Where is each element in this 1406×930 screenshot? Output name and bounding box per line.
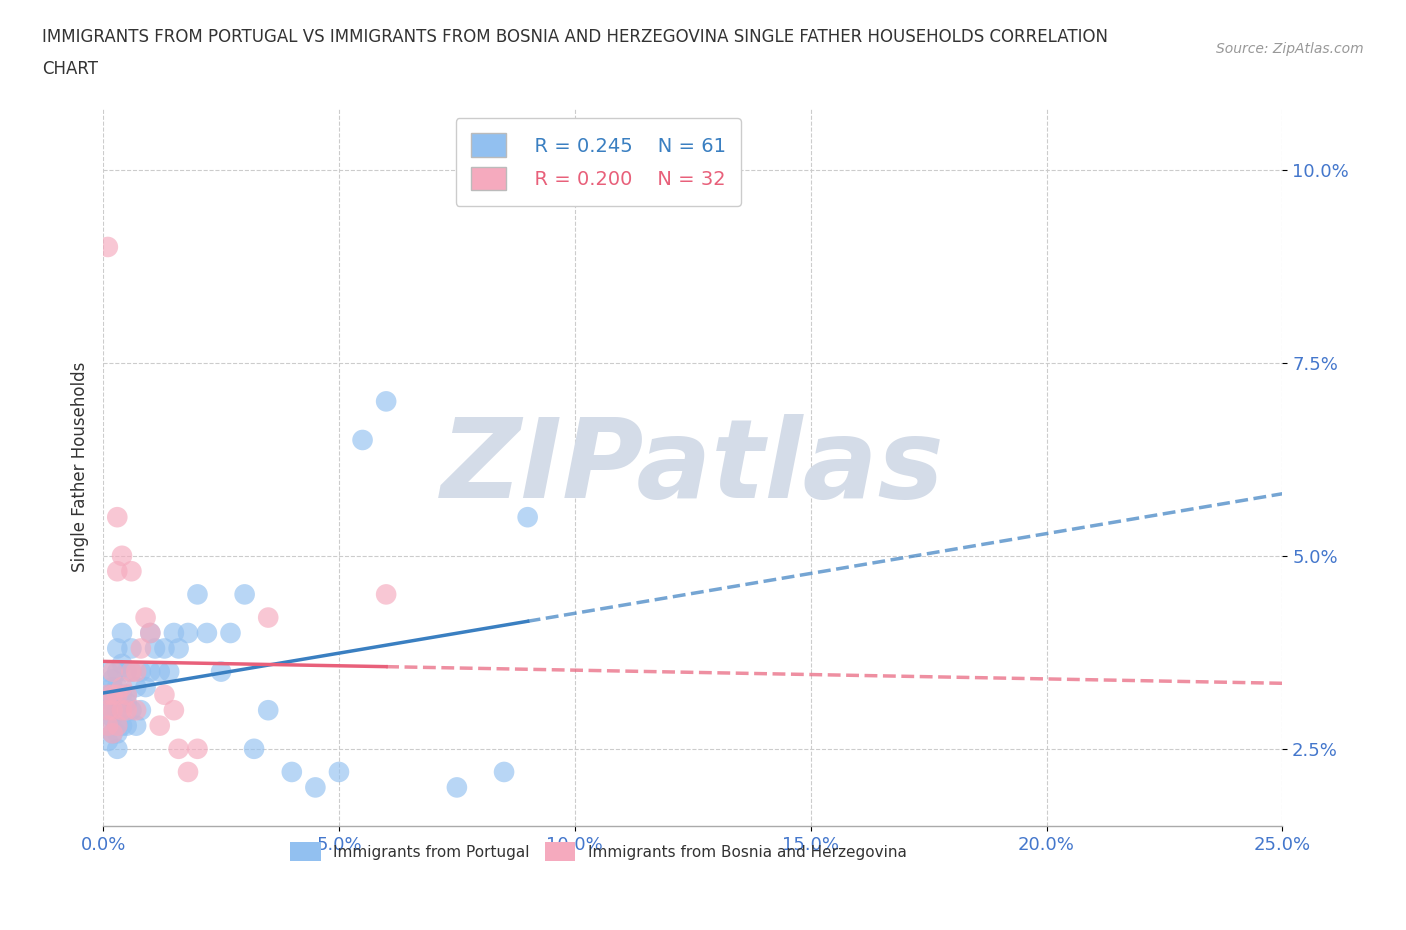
Point xyxy=(111,549,134,564)
Point xyxy=(101,711,124,725)
Point xyxy=(219,626,242,641)
Text: CHART: CHART xyxy=(42,60,98,78)
Point xyxy=(111,680,134,695)
Point xyxy=(516,510,538,525)
Point xyxy=(105,641,128,656)
Point xyxy=(129,703,152,718)
Point xyxy=(120,703,142,718)
Point xyxy=(111,718,134,733)
Point xyxy=(257,703,280,718)
Point xyxy=(97,718,120,733)
Point xyxy=(186,741,208,756)
Point xyxy=(243,741,266,756)
Point xyxy=(304,780,326,795)
Point xyxy=(97,687,120,702)
Point xyxy=(281,764,304,779)
Point xyxy=(101,695,124,710)
Point xyxy=(115,664,138,679)
Point xyxy=(101,680,124,695)
Point xyxy=(115,718,138,733)
Point xyxy=(446,780,468,795)
Point xyxy=(115,687,138,702)
Point xyxy=(105,687,128,702)
Point xyxy=(120,664,142,679)
Point xyxy=(97,734,120,749)
Text: IMMIGRANTS FROM PORTUGAL VS IMMIGRANTS FROM BOSNIA AND HERZEGOVINA SINGLE FATHER: IMMIGRANTS FROM PORTUGAL VS IMMIGRANTS F… xyxy=(42,28,1108,46)
Text: Source: ZipAtlas.com: Source: ZipAtlas.com xyxy=(1216,42,1364,56)
Point xyxy=(111,687,134,702)
Point xyxy=(375,587,398,602)
Point xyxy=(177,764,200,779)
Point xyxy=(105,510,128,525)
Point xyxy=(111,626,134,641)
Point xyxy=(105,703,128,718)
Point xyxy=(101,703,124,718)
Point xyxy=(115,695,138,710)
Point xyxy=(97,718,120,733)
Y-axis label: Single Father Households: Single Father Households xyxy=(72,362,89,572)
Point xyxy=(105,718,128,733)
Point xyxy=(105,687,128,702)
Point xyxy=(105,718,128,733)
Point xyxy=(139,664,162,679)
Point xyxy=(135,610,157,625)
Point xyxy=(375,394,398,409)
Point xyxy=(139,626,162,641)
Point xyxy=(111,703,134,718)
Point xyxy=(233,587,256,602)
Point xyxy=(105,664,128,679)
Point xyxy=(177,626,200,641)
Point xyxy=(111,657,134,671)
Point xyxy=(125,664,148,679)
Point xyxy=(120,564,142,578)
Point xyxy=(97,703,120,718)
Point xyxy=(167,641,190,656)
Point xyxy=(149,718,172,733)
Point xyxy=(105,564,128,578)
Point xyxy=(97,240,120,255)
Point xyxy=(163,626,186,641)
Point xyxy=(153,687,176,702)
Point xyxy=(143,641,166,656)
Text: ZIPatlas: ZIPatlas xyxy=(441,414,945,521)
Point xyxy=(257,610,280,625)
Point xyxy=(129,664,152,679)
Point xyxy=(163,703,186,718)
Point xyxy=(328,764,350,779)
Point xyxy=(139,626,162,641)
Point xyxy=(101,687,124,702)
Point xyxy=(125,718,148,733)
Point xyxy=(149,664,172,679)
Point xyxy=(115,703,138,718)
Point xyxy=(125,703,148,718)
Point xyxy=(101,671,124,686)
Point xyxy=(120,641,142,656)
Point xyxy=(167,741,190,756)
Point xyxy=(135,680,157,695)
Point xyxy=(153,641,176,656)
Point xyxy=(352,432,374,447)
Point xyxy=(97,687,120,702)
Point xyxy=(209,664,232,679)
Point xyxy=(101,664,124,679)
Point xyxy=(105,741,128,756)
Point xyxy=(97,664,120,679)
Point xyxy=(125,680,148,695)
Point xyxy=(101,703,124,718)
Point xyxy=(101,726,124,741)
Point xyxy=(195,626,218,641)
Point xyxy=(97,703,120,718)
Point xyxy=(105,680,128,695)
Point xyxy=(101,687,124,702)
Legend: Immigrants from Portugal, Immigrants from Bosnia and Herzegovina: Immigrants from Portugal, Immigrants fro… xyxy=(283,835,914,869)
Point xyxy=(101,726,124,741)
Point xyxy=(105,726,128,741)
Point xyxy=(120,664,142,679)
Point xyxy=(186,587,208,602)
Point xyxy=(115,687,138,702)
Point xyxy=(494,764,516,779)
Point xyxy=(157,664,180,679)
Point xyxy=(129,641,152,656)
Point xyxy=(111,703,134,718)
